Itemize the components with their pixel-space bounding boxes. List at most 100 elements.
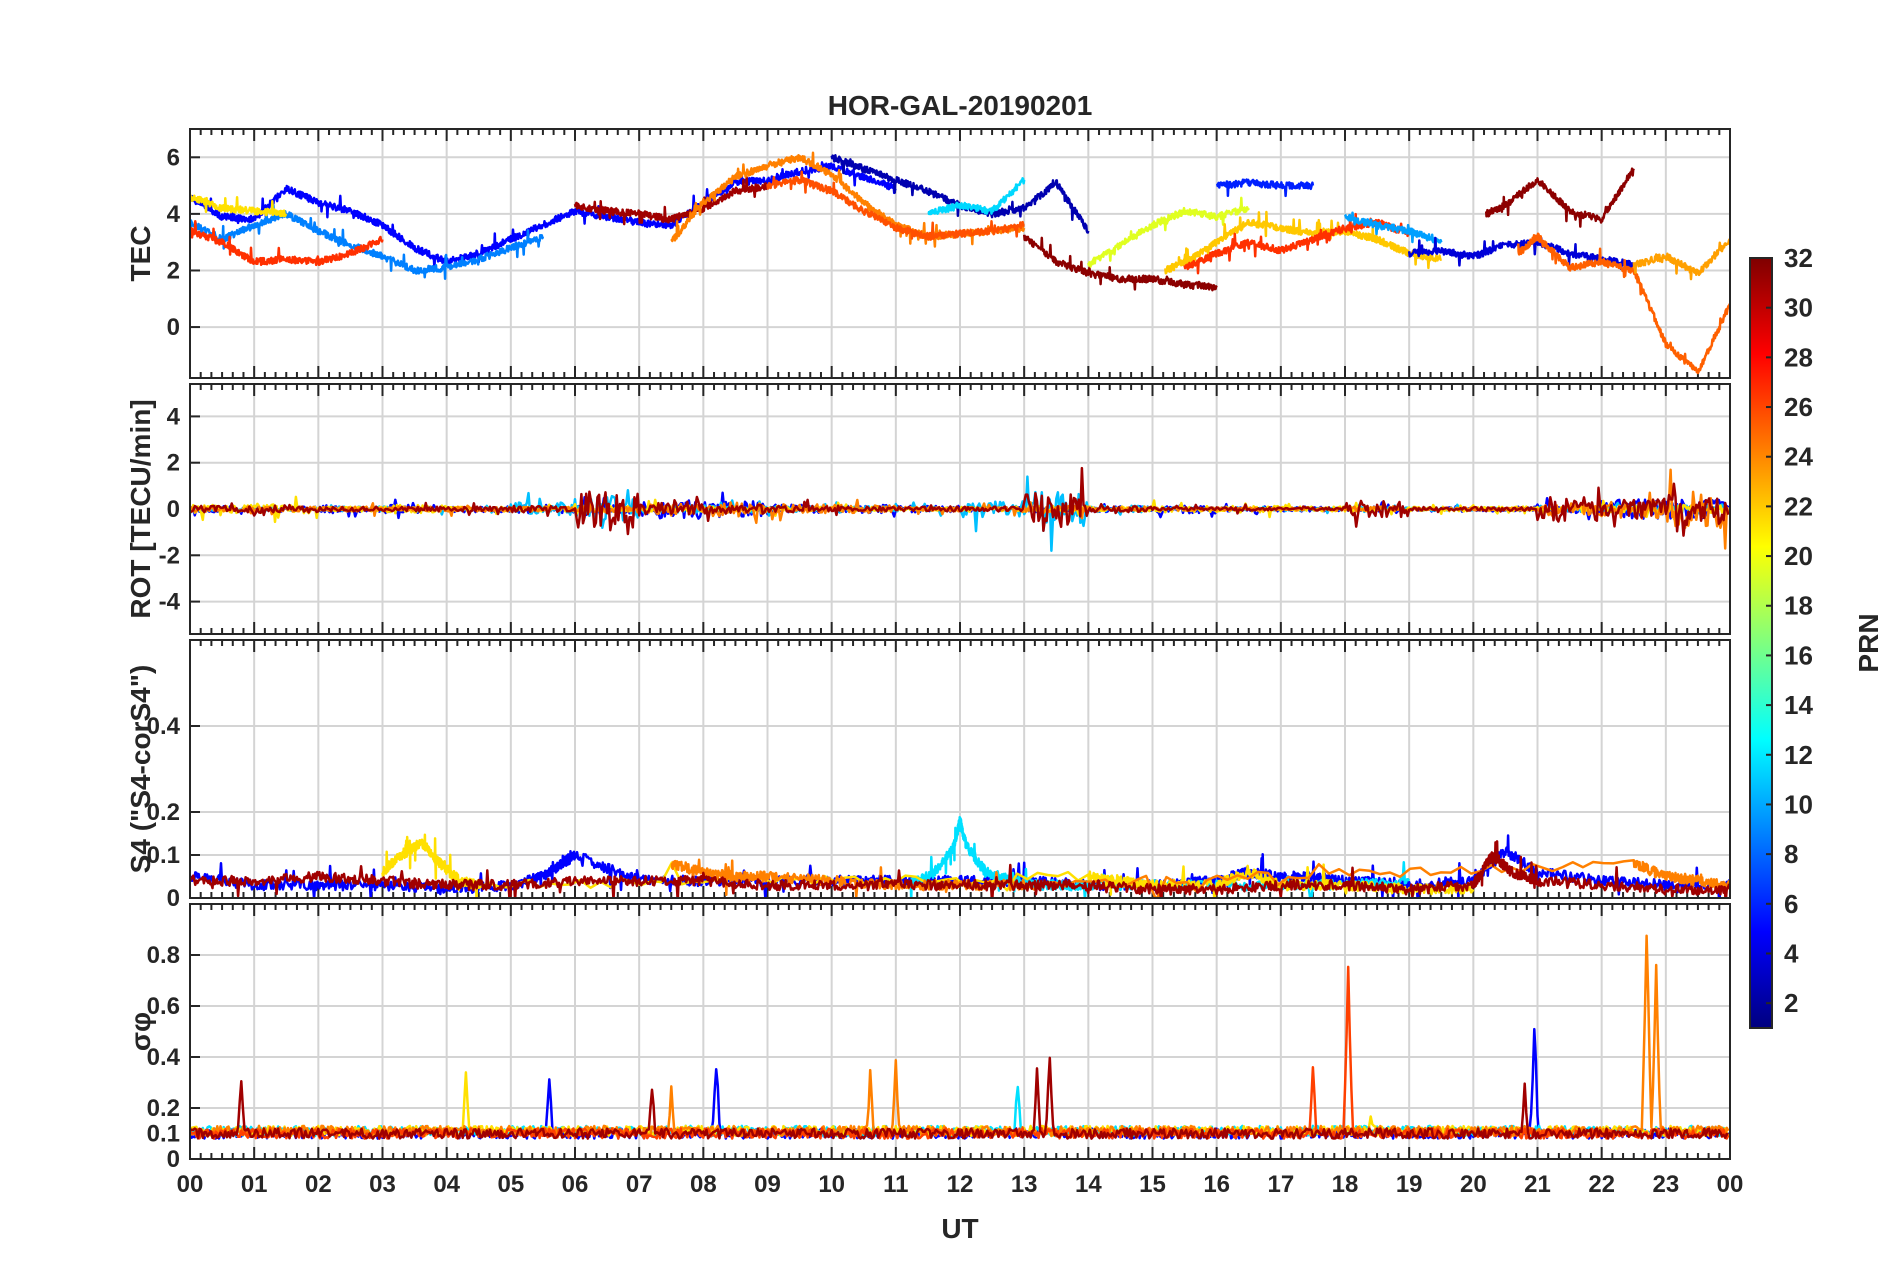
y-tick-label: 0.2 — [147, 799, 180, 826]
x-tick-label: 12 — [947, 1171, 974, 1198]
colorbar-tick-label: 16 — [1784, 640, 1813, 670]
series-prn-20 — [381, 833, 1475, 898]
y-tick-label: 0.6 — [147, 993, 180, 1020]
y-tick-label: 4 — [167, 403, 181, 430]
series-group — [190, 466, 1730, 552]
x-tick-label: 15 — [1139, 1171, 1166, 1198]
series-group — [190, 151, 1730, 375]
series-prn-30 — [190, 840, 1730, 898]
panel-2: 0 0.1 0.2 0.4S4 ("S4-corS4") — [125, 639, 1731, 912]
colorbar-tick-label: 14 — [1784, 690, 1813, 720]
y-tick-label: 2 — [167, 257, 180, 284]
y-tick-label: 0.2 — [147, 1095, 180, 1122]
y-tick-label: 0.8 — [147, 942, 180, 969]
x-tick-label: 00 — [1717, 1171, 1744, 1198]
panel-frame — [189, 383, 1731, 635]
colorbar-tick-label: 30 — [1784, 293, 1813, 323]
y-tick-label: 6 — [167, 144, 180, 171]
series-prn-9 — [190, 204, 545, 280]
x-tick-label: 13 — [1011, 1171, 1038, 1198]
x-tick-label: 00 — [177, 1171, 204, 1198]
series-prn-25 — [1517, 232, 1730, 375]
colorbar-tick-label: 12 — [1784, 740, 1813, 770]
x-tick-label: 23 — [1652, 1171, 1679, 1198]
y-axis-label: σφ — [125, 1012, 156, 1051]
y-tick-label: 0.4 — [147, 1044, 181, 1071]
x-tick-label: 01 — [241, 1171, 268, 1198]
series-prn-27 — [190, 219, 384, 267]
colorbar-tick-label: 28 — [1784, 342, 1813, 372]
panel-1: -4 -2 0 2 4 ROT [TECU/min] — [125, 383, 1731, 635]
x-tick-label: 20 — [1460, 1171, 1487, 1198]
series-prn-12 — [927, 177, 1026, 216]
chart-title: HOR-GAL-20190201 — [828, 90, 1093, 121]
colorbar-tick-label: 2 — [1784, 988, 1798, 1018]
y-axis-label: S4 ("S4-corS4") — [125, 665, 156, 874]
colorbar-tick-label: 18 — [1784, 591, 1813, 621]
colorbar-tick-label: 4 — [1784, 938, 1799, 968]
x-tick-label: 22 — [1588, 1171, 1615, 1198]
series-prn-31 — [1022, 234, 1218, 292]
x-tick-label: 05 — [497, 1171, 524, 1198]
x-tick-label: 19 — [1396, 1171, 1423, 1198]
panel-3: 00.10.2 0.4 0.6 0.8 σφ — [125, 903, 1731, 1173]
colorbar-gradient — [1749, 257, 1773, 1029]
colorbar-tick-label: 24 — [1784, 442, 1813, 472]
y-tick-label: 2 — [167, 450, 180, 477]
colorbar-tick-label: 22 — [1784, 491, 1813, 521]
x-tick-label: 03 — [369, 1171, 396, 1198]
colorbar-tick-label: 26 — [1784, 392, 1813, 422]
series-prn-20 — [190, 194, 288, 218]
y-tick-label: 0 — [167, 1146, 180, 1173]
colorbar-tick-label: 20 — [1784, 541, 1813, 571]
colorbar-tick-label: 8 — [1784, 839, 1798, 869]
x-tick-label: 02 — [305, 1171, 332, 1198]
x-tick-label: 16 — [1203, 1171, 1230, 1198]
series-prn-31 — [1484, 167, 1635, 228]
x-axis-label: UT — [941, 1213, 978, 1244]
y-tick-label: 0 — [167, 496, 180, 523]
x-tick-label: 17 — [1267, 1171, 1294, 1198]
panel-frame — [189, 128, 1731, 379]
colorbar-tick-label: 10 — [1784, 789, 1813, 819]
y-tick-label: 0.4 — [147, 713, 181, 740]
x-tick-label: 18 — [1332, 1171, 1359, 1198]
panel-frame — [189, 639, 1731, 899]
x-tick-label: 21 — [1524, 1171, 1551, 1198]
x-tick-label: 11 — [883, 1171, 908, 1198]
x-tick-label: 14 — [1075, 1171, 1102, 1198]
series-prn-10 — [1343, 211, 1443, 250]
y-axis-label: ROT [TECU/min] — [125, 399, 156, 618]
x-tick-label: 08 — [690, 1171, 717, 1198]
series-prn-5 — [1215, 178, 1315, 198]
x-tick-label: 09 — [754, 1171, 781, 1198]
y-tick-label: -2 — [159, 542, 180, 569]
x-tick-label: 04 — [433, 1171, 460, 1198]
series-prn-23 — [1632, 238, 1730, 281]
colorbar-tick-label: 32 — [1784, 243, 1813, 273]
series-group — [190, 815, 1730, 898]
panel-frame — [189, 903, 1731, 1160]
colorbar-label: PRN — [1853, 613, 1884, 672]
series-prn-19 — [1087, 196, 1250, 268]
y-tick-label: -4 — [159, 589, 181, 616]
y-tick-label: 0.1 — [147, 1121, 180, 1148]
series-prn-30 — [573, 175, 769, 226]
y-tick-label: 4 — [167, 201, 181, 228]
series-prn-21 — [1164, 210, 1443, 275]
series-prn-4 — [190, 161, 897, 270]
panel-0: 0 2 4 6 TEC — [125, 128, 1731, 379]
series-prn-31 — [190, 1056, 1729, 1140]
x-tick-label: 06 — [562, 1171, 589, 1198]
x-tick-label: 07 — [626, 1171, 653, 1198]
y-tick-label: 0.1 — [147, 842, 180, 869]
y-tick-label: 0 — [167, 314, 180, 341]
y-tick-label: 0 — [167, 885, 180, 912]
series-prn-31 — [190, 466, 1730, 537]
series-prn-3 — [1407, 236, 1635, 271]
y-axis-label: TEC — [125, 226, 156, 282]
